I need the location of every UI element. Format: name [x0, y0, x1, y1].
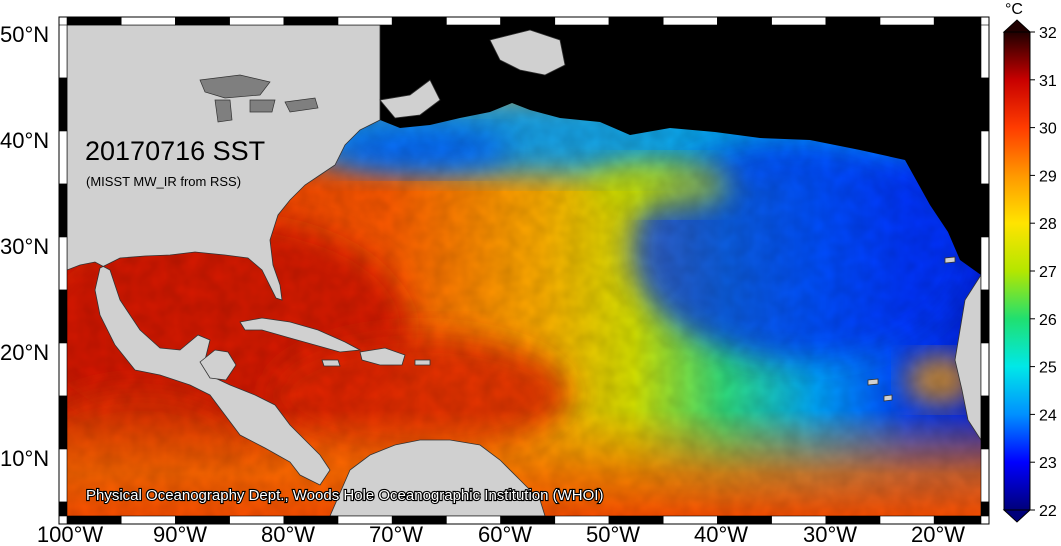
- colorbar-tick-label: 22: [1039, 503, 1057, 520]
- frame-segment: [58, 183, 68, 238]
- frame-segment: [825, 16, 881, 26]
- frame-segment: [980, 342, 990, 397]
- frame-segment: [66, 16, 122, 26]
- lon-axis: 100°W 90°W 80°W 70°W 60°W 50°W 40°W 30°W…: [37, 522, 965, 546]
- colorbar-top-arrow: [1002, 19, 1032, 33]
- frame-segment: [337, 16, 393, 26]
- sst-field: [67, 25, 981, 516]
- frame-segment: [980, 289, 990, 344]
- frame-segment: [58, 289, 68, 344]
- frame-segment: [554, 16, 610, 26]
- colorbar-unit: °C: [1005, 1, 1023, 18]
- colorbar-tick-label: 31: [1039, 73, 1057, 90]
- colorbar-tick-label: 28: [1039, 216, 1057, 233]
- lat-label: 40°N: [0, 128, 49, 153]
- credit-text: Physical Oceanography Dept., Woods Hole …: [86, 487, 603, 504]
- lon-label: 30°W: [803, 522, 857, 546]
- colorbar-bottom-arrow: [1002, 509, 1032, 523]
- colorbar-tick-label: 29: [1039, 168, 1057, 185]
- frame-segment: [58, 236, 68, 291]
- frame-segment: [771, 16, 827, 26]
- frame-segment: [58, 77, 68, 132]
- frame-segment: [58, 130, 68, 185]
- colorbar-tick-label: 27: [1039, 264, 1057, 281]
- map-subtitle: (MISST MW_IR from RSS): [86, 174, 241, 189]
- lon-label: 50°W: [586, 522, 640, 546]
- frame-segment: [980, 448, 990, 503]
- frame-segment: [58, 448, 68, 503]
- frame-segment: [283, 16, 339, 26]
- frame-segment: [933, 16, 982, 26]
- lon-label: 60°W: [478, 522, 532, 546]
- lon-label: 80°W: [261, 522, 315, 546]
- frame-segment: [980, 130, 990, 185]
- colorbar-tick-label: 23: [1039, 455, 1057, 472]
- frame-segment: [980, 395, 990, 450]
- frame-segment: [879, 16, 935, 26]
- lat-label: 10°N: [0, 446, 49, 471]
- map-title: 20170716 SST: [85, 136, 265, 166]
- frame-segment: [229, 16, 285, 26]
- frame-segment: [662, 16, 718, 26]
- lat-axis: 50°N 40°N 30°N 20°N 10°N: [0, 22, 49, 471]
- lat-label: 20°N: [0, 340, 49, 365]
- frame-segment: [175, 16, 230, 26]
- colorbar: °C 32 31 30 29 28 27 26 25 24 23 22: [1002, 1, 1057, 523]
- frame-border: [58, 16, 990, 525]
- no-data-region: [380, 25, 981, 275]
- frame-segment: [980, 24, 990, 79]
- map-frame: [58, 16, 990, 525]
- frame-segment: [58, 395, 68, 450]
- frame-segment: [980, 236, 990, 291]
- colorbar-tick-label: 25: [1039, 360, 1057, 377]
- frame-segment: [120, 16, 176, 26]
- land: [67, 25, 981, 516]
- colorbar-tick-label: 26: [1039, 312, 1057, 329]
- colorbar-ramp: [1003, 31, 1031, 511]
- frame-segment: [717, 16, 772, 26]
- colorbar-tick-label: 32: [1039, 25, 1057, 42]
- lon-label: 40°W: [694, 522, 748, 546]
- lon-label: 90°W: [153, 522, 207, 546]
- frame-segment: [58, 342, 68, 397]
- colorbar-tick-label: 30: [1039, 121, 1057, 138]
- frame-segment: [58, 501, 68, 517]
- frame-segment: [446, 16, 501, 26]
- lat-label: 50°N: [0, 22, 49, 47]
- lon-label: 100°W: [37, 522, 104, 546]
- lon-label: 70°W: [369, 522, 423, 546]
- lon-label: 20°W: [911, 522, 965, 546]
- frame-segment: [980, 501, 990, 517]
- frame-segment: [58, 24, 68, 79]
- colorbar-tick-label: 24: [1039, 407, 1057, 424]
- frame-segment: [980, 77, 990, 132]
- lat-label: 30°N: [0, 234, 49, 259]
- frame-segment: [500, 16, 556, 26]
- frame-segment: [608, 16, 664, 26]
- frame-segment: [980, 183, 990, 238]
- frame-segment: [391, 16, 447, 26]
